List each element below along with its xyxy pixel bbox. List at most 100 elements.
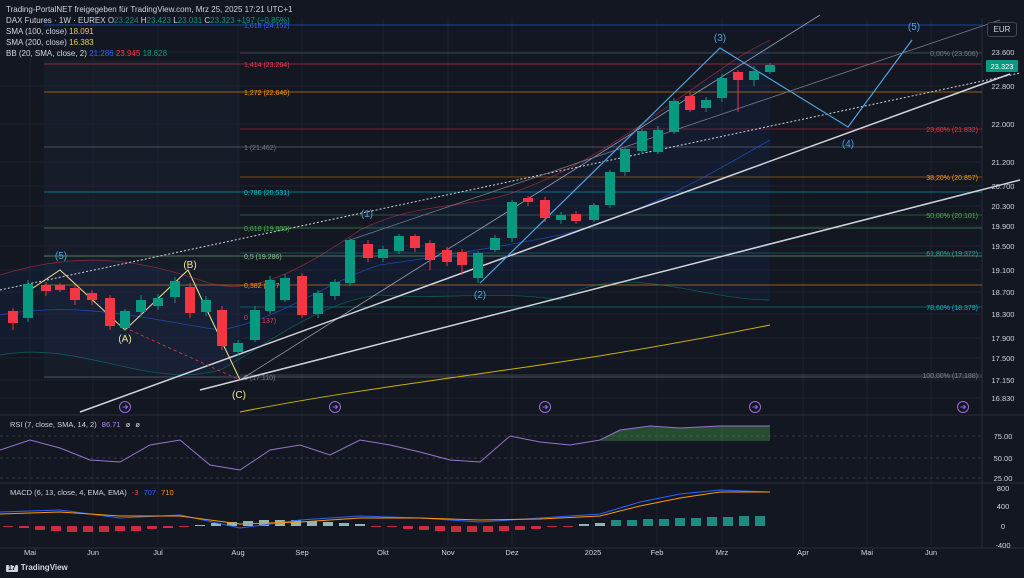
macd-histogram-bar xyxy=(691,518,701,526)
rsi-axis-label: 50.00 xyxy=(994,454,1013,463)
macd-histogram-bar xyxy=(227,522,237,526)
macd-histogram-bar xyxy=(355,524,365,526)
candle-body xyxy=(170,281,180,297)
candle-body xyxy=(378,249,388,258)
price-axis-label: 22.000 xyxy=(992,120,1015,129)
price-axis-label: 20.700 xyxy=(992,182,1015,191)
macd-histogram-bar xyxy=(675,518,685,526)
event-marker-arrow xyxy=(332,404,339,410)
fib-left-label: (18.137) xyxy=(250,318,276,325)
macd-histogram-bar xyxy=(435,526,445,531)
bollinger-upper-line xyxy=(0,39,771,287)
macd-histogram-bar xyxy=(163,526,173,528)
candle-body xyxy=(201,300,211,312)
time-axis-label: Okt xyxy=(377,548,390,557)
candle-body xyxy=(8,311,18,323)
candle-body xyxy=(87,293,97,300)
wave-label: (A) xyxy=(118,334,131,345)
channel-upper-line xyxy=(239,14,821,381)
ohlc-change: +197 (+0,85%) xyxy=(236,16,290,25)
event-marker-circle xyxy=(119,401,131,413)
tradingview-logo[interactable]: 17 TradingView xyxy=(6,563,68,572)
candle-body xyxy=(265,280,275,311)
candle-body xyxy=(280,278,290,300)
price-axis-label: 18.300 xyxy=(992,310,1015,319)
fib-left-label: 0,382 (18.7 xyxy=(244,283,280,290)
candle-body xyxy=(345,240,355,283)
macd-histogram-bar xyxy=(83,526,93,532)
macd-histogram-bar xyxy=(595,523,605,526)
price-axis-label: 22.800 xyxy=(992,82,1015,91)
macd-axis-label: -400 xyxy=(995,541,1010,550)
macd-value-1: -3 xyxy=(131,488,139,497)
macd-histogram-bar xyxy=(659,519,669,526)
fib-left-label: 0,618 (19.800) xyxy=(244,226,290,233)
candle-body xyxy=(250,310,260,340)
elliott-wave-path xyxy=(479,39,913,284)
share-title: Trading-PortalNET freigegeben für Tradin… xyxy=(6,5,293,14)
event-marker-arrow xyxy=(960,404,967,410)
tradingview-mark-icon: 17 xyxy=(6,565,18,572)
macd-histogram-bar xyxy=(339,523,349,526)
macd-histogram-bar xyxy=(291,520,301,526)
sma100-legend[interactable]: SMA (100, close) 18.091 xyxy=(6,26,292,37)
time-axis-label: Nov xyxy=(441,548,455,557)
candle-body xyxy=(297,276,307,315)
sma200-legend[interactable]: SMA (200, close) 16.383 xyxy=(6,37,292,48)
event-marker-icon[interactable] xyxy=(957,401,969,413)
price-axis-label: 23.600 xyxy=(992,48,1015,57)
time-axis-label: 2025 xyxy=(585,548,602,557)
bb-legend[interactable]: BB (20, SMA, close, 2) 21.286 23.945 18.… xyxy=(6,48,292,59)
candle-body xyxy=(120,311,130,328)
price-axis-label: 17.500 xyxy=(992,354,1015,363)
currency-button[interactable]: EUR xyxy=(987,22,1017,37)
bb-value-2: 23.945 xyxy=(115,49,141,58)
macd-histogram-bar xyxy=(3,526,13,527)
candle-body xyxy=(540,200,550,218)
candle-body xyxy=(217,310,227,346)
macd-value-3: 710 xyxy=(161,488,174,497)
sma100-name: SMA (100, close) xyxy=(6,27,67,36)
candle-body xyxy=(70,288,80,300)
ohlc-c-label: C xyxy=(204,16,211,25)
fib-left-label: 1,272 (22.646) xyxy=(244,90,290,97)
event-marker-icon[interactable] xyxy=(119,401,131,413)
wave-label: (B) xyxy=(183,260,196,271)
candle-body xyxy=(330,282,340,296)
macd-histogram-bar xyxy=(67,526,77,532)
event-marker-icon[interactable] xyxy=(329,401,341,413)
fib-right-label: 23,60% (21.832) xyxy=(926,127,978,134)
trendline-white-1 xyxy=(79,73,1011,413)
wave-label: (C) xyxy=(232,390,246,401)
candle-body xyxy=(637,131,647,151)
rsi-line xyxy=(0,425,770,471)
macd-histogram-bar xyxy=(387,526,397,527)
candle-body xyxy=(571,214,581,221)
time-axis-label: Apr xyxy=(797,548,809,557)
price-axis-label: 19.900 xyxy=(992,222,1015,231)
fib-left-label: 0 (17.110) xyxy=(244,375,275,382)
fib-right-label: 38,20% (20.857) xyxy=(926,175,978,182)
ohlc-o-value: 23.224 xyxy=(114,16,139,25)
candle-body xyxy=(136,300,146,312)
symbol-legend[interactable]: DAX Futures · 1W · EUREX O23.224 H23.423… xyxy=(6,15,292,26)
macd-legend[interactable]: MACD (6, 13, close, 4, EMA, EMA) -3 707 … xyxy=(10,488,177,498)
event-marker-icon[interactable] xyxy=(539,401,551,413)
candle-body xyxy=(425,243,435,260)
macd-histogram-bar xyxy=(531,526,541,529)
trendline-dotted xyxy=(0,72,1021,291)
macd-histogram-bar xyxy=(451,526,461,532)
rsi-legend[interactable]: RSI (7, close, SMA, 14, 2) 86.71 ø ø xyxy=(10,420,143,430)
event-marker-circle xyxy=(749,401,761,413)
macd-name: MACD (6, 13, close, 4, EMA, EMA) xyxy=(10,488,127,497)
abc-dashed-line xyxy=(129,329,241,381)
fib-right-label: 0,00% (23.506) xyxy=(930,51,978,58)
chart-header: Trading-PortalNET freigegeben für Tradin… xyxy=(6,4,292,59)
time-axis-label: Mrz xyxy=(716,548,729,557)
time-axis-label: Feb xyxy=(651,548,664,557)
ohlc-c-value: 23.323 xyxy=(210,16,235,25)
event-marker-arrow xyxy=(122,404,129,410)
event-marker-icon[interactable] xyxy=(749,401,761,413)
time-axis-label: Jun xyxy=(925,548,937,557)
